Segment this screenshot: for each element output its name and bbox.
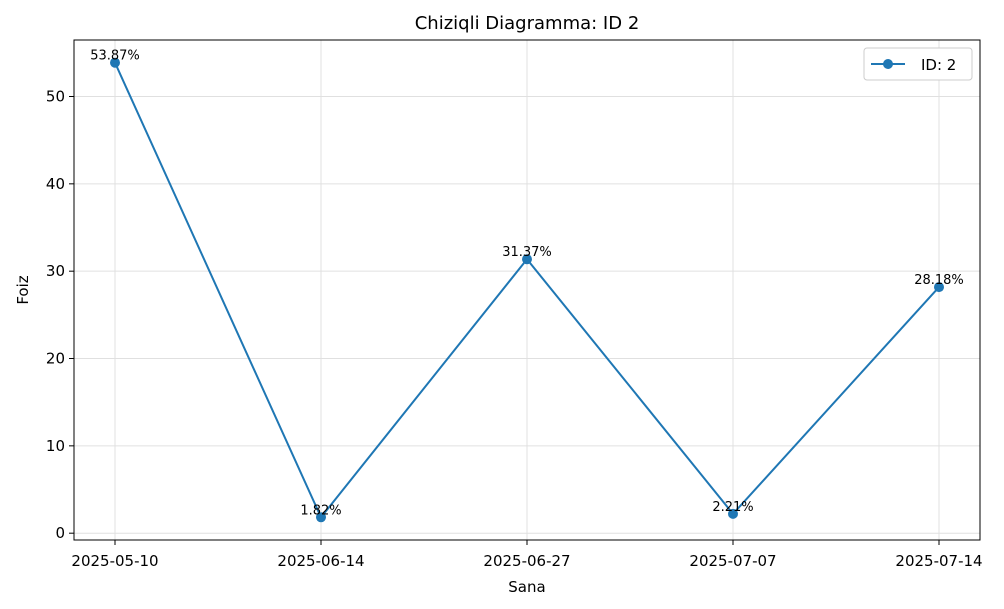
x-tick-label: 2025-05-10 bbox=[71, 552, 158, 570]
data-label: 2.21% bbox=[712, 500, 753, 515]
data-label: 53.87% bbox=[90, 49, 140, 64]
y-axis-label: Foiz bbox=[14, 275, 32, 304]
data-point bbox=[934, 282, 944, 293]
x-tick-label: 2025-06-27 bbox=[483, 552, 570, 570]
legend-marker-icon bbox=[883, 59, 893, 69]
data-point bbox=[110, 57, 120, 68]
x-axis-label: Sana bbox=[508, 578, 545, 596]
series-group bbox=[110, 57, 944, 523]
y-tick-label: 40 bbox=[46, 175, 65, 193]
y-tick-label: 30 bbox=[46, 262, 65, 280]
data-label: 28.18% bbox=[914, 273, 964, 288]
y-tick-label: 50 bbox=[46, 88, 65, 106]
chart-title: Chiziqli Diagramma: ID 2 bbox=[415, 13, 640, 34]
data-point bbox=[522, 254, 532, 265]
data-labels: 53.87% 1.82% 31.37% 2.21% 28.18% bbox=[90, 49, 964, 519]
y-tick-label: 0 bbox=[55, 524, 65, 542]
data-label: 31.37% bbox=[502, 245, 552, 260]
data-point bbox=[316, 512, 326, 523]
y-tick-label: 20 bbox=[46, 350, 65, 368]
data-label: 1.82% bbox=[300, 503, 341, 518]
x-tick-label: 2025-06-14 bbox=[277, 552, 364, 570]
x-tick-label: 2025-07-07 bbox=[689, 552, 776, 570]
x-axis: 2025-05-10 2025-06-14 2025-06-27 2025-07-07… bbox=[71, 540, 983, 570]
x-tick-label: 2025-07-14 bbox=[895, 552, 982, 570]
legend-box bbox=[863, 47, 973, 81]
data-point bbox=[728, 508, 738, 519]
y-axis: 0 10 20 30 40 50 bbox=[46, 88, 74, 542]
legend-entry: ID: 2 bbox=[921, 56, 956, 74]
grid-lines bbox=[74, 40, 980, 540]
y-tick-label: 10 bbox=[46, 437, 65, 455]
legend: ID: 2 bbox=[863, 47, 973, 81]
